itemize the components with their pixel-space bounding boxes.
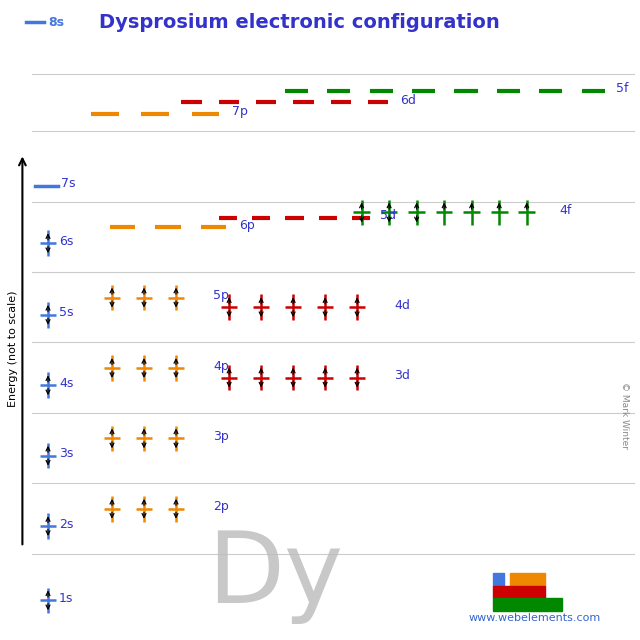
Text: Dysprosium electronic configuration: Dysprosium electronic configuration <box>99 13 500 32</box>
Text: 6s: 6s <box>59 235 73 248</box>
Bar <box>493 573 504 586</box>
Text: 7s: 7s <box>61 177 76 190</box>
Text: 3s: 3s <box>59 447 73 460</box>
Text: © Mark Winter: © Mark Winter <box>620 383 628 449</box>
Text: 4p: 4p <box>213 360 229 372</box>
Text: 6p: 6p <box>239 219 255 232</box>
Text: 3d: 3d <box>394 369 410 382</box>
Text: 5f: 5f <box>616 83 629 95</box>
Text: 4d: 4d <box>394 299 410 312</box>
Text: Dy: Dy <box>207 527 343 625</box>
Text: 8s: 8s <box>48 16 64 29</box>
Text: 5d: 5d <box>380 209 396 222</box>
Text: 3p: 3p <box>213 430 229 443</box>
Text: 4s: 4s <box>59 377 73 390</box>
Text: 4f: 4f <box>559 204 572 217</box>
Text: 7p: 7p <box>232 106 248 118</box>
Text: www.webelements.com: www.webelements.com <box>468 612 600 623</box>
Text: 5p: 5p <box>213 289 229 302</box>
Bar <box>493 586 545 598</box>
Text: 2p: 2p <box>213 500 229 513</box>
Text: 2s: 2s <box>59 518 73 531</box>
Text: Energy (not to scale): Energy (not to scale) <box>8 291 18 407</box>
Text: 6d: 6d <box>400 94 416 107</box>
Text: 1s: 1s <box>59 592 73 605</box>
Text: 5s: 5s <box>59 307 74 319</box>
Bar <box>510 573 545 586</box>
Bar <box>493 598 562 611</box>
